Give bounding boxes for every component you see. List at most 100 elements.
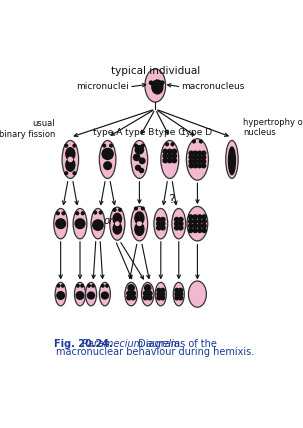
Circle shape [136,165,140,170]
Ellipse shape [154,208,168,239]
Circle shape [201,160,206,163]
Circle shape [179,296,183,300]
Circle shape [168,149,172,154]
Circle shape [131,291,135,296]
Circle shape [65,144,68,147]
Circle shape [102,285,104,287]
Circle shape [193,155,198,160]
Circle shape [193,163,198,168]
Circle shape [142,207,144,210]
Circle shape [127,295,131,300]
Circle shape [88,292,95,299]
Text: type C: type C [155,128,185,137]
Circle shape [175,226,179,230]
Circle shape [157,217,161,222]
Text: ?: ? [168,193,175,206]
Text: Paramecium aurelia.: Paramecium aurelia. [82,339,183,349]
Ellipse shape [131,206,148,241]
Circle shape [161,222,165,226]
Ellipse shape [55,282,66,306]
Circle shape [106,285,108,287]
Ellipse shape [85,282,97,306]
Circle shape [188,224,193,228]
Circle shape [175,288,179,292]
Circle shape [75,219,85,229]
Circle shape [163,149,168,154]
Circle shape [193,224,197,228]
Ellipse shape [131,140,148,178]
Circle shape [175,292,179,296]
Circle shape [161,296,165,300]
Circle shape [102,292,108,299]
Circle shape [198,228,202,232]
Circle shape [189,163,193,168]
Circle shape [202,224,206,228]
Ellipse shape [99,140,116,178]
Circle shape [179,222,183,226]
Ellipse shape [155,282,166,306]
Circle shape [134,154,140,160]
Circle shape [65,172,68,175]
Ellipse shape [99,282,110,306]
Circle shape [188,228,193,232]
Circle shape [139,169,144,172]
Circle shape [199,140,202,143]
Circle shape [175,222,179,226]
Circle shape [179,217,183,222]
Ellipse shape [226,140,238,178]
Text: type A: type A [93,128,122,137]
Circle shape [198,215,202,219]
Text: Diagrams of the: Diagrams of the [135,339,216,349]
Circle shape [202,220,206,223]
Circle shape [128,285,134,291]
Circle shape [62,285,64,287]
Text: typical individual: typical individual [111,66,200,76]
Circle shape [189,151,193,155]
Circle shape [88,285,90,287]
Circle shape [175,217,179,222]
Circle shape [157,292,161,296]
Text: type B: type B [125,128,154,137]
Ellipse shape [66,159,75,171]
Circle shape [161,292,165,296]
Circle shape [57,292,65,299]
Circle shape [198,160,201,163]
Ellipse shape [75,282,85,306]
Circle shape [73,172,76,175]
Ellipse shape [73,208,87,239]
Circle shape [139,158,145,163]
Circle shape [99,211,102,214]
Circle shape [201,155,206,160]
Circle shape [193,151,198,155]
Circle shape [135,144,137,147]
Circle shape [188,220,193,223]
Circle shape [143,295,148,300]
Circle shape [76,292,84,299]
Ellipse shape [173,282,184,306]
Circle shape [142,144,144,147]
Circle shape [57,285,60,287]
Circle shape [73,144,76,147]
Ellipse shape [137,222,142,226]
Circle shape [193,160,198,163]
Circle shape [193,140,195,143]
Ellipse shape [113,213,122,224]
Circle shape [163,158,168,163]
Circle shape [198,224,202,228]
Circle shape [76,212,78,215]
Circle shape [201,151,206,155]
Circle shape [93,220,103,230]
Circle shape [82,212,84,215]
Ellipse shape [172,208,186,239]
Ellipse shape [135,212,144,224]
Ellipse shape [145,69,166,102]
Circle shape [135,146,144,154]
Circle shape [172,149,176,154]
Circle shape [110,144,112,147]
Ellipse shape [188,281,206,307]
Circle shape [157,226,161,230]
Circle shape [172,158,176,163]
Ellipse shape [186,139,208,180]
Ellipse shape [54,208,68,239]
Circle shape [157,222,161,226]
